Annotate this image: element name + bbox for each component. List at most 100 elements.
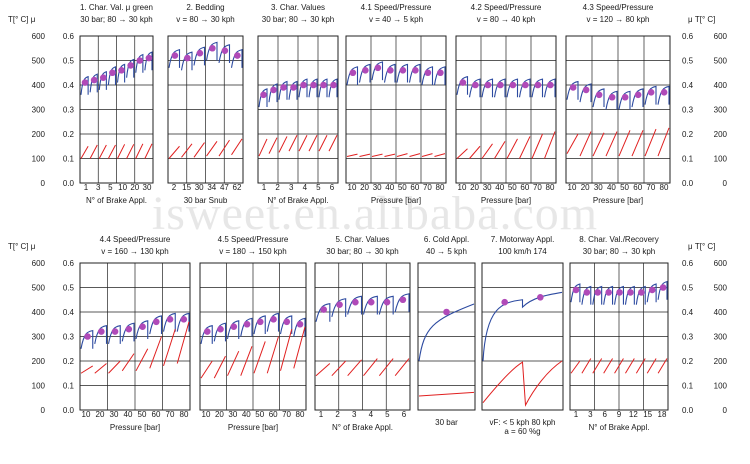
mu-tick-right: 0.2 [682, 130, 694, 139]
temp-tick-right: 400 [714, 81, 728, 90]
temp-tick-right: 500 [714, 284, 728, 293]
mu-marker [217, 325, 224, 333]
x-tick-label: 80 [436, 183, 445, 192]
x-axis-label: Pressure [bar] [481, 196, 531, 205]
x-tick-label: 3 [289, 183, 294, 192]
temperature-curve [418, 391, 475, 397]
x-axis-label: N° of Brake Appl. [86, 196, 147, 205]
x-tick-label: 18 [658, 410, 667, 419]
mu-tick-right: 0.6 [682, 32, 694, 41]
x-tick-label: 4 [303, 183, 308, 192]
mu-marker [659, 284, 667, 291]
panel-subtitle: v = 160 → 130 kph [101, 247, 168, 256]
mu-tick-left: 0.1 [63, 155, 75, 164]
x-axis-label-2: a = 60 %g [504, 427, 540, 436]
temp-tick-left: 400 [32, 308, 46, 317]
x-tick-label: 20 [581, 183, 590, 192]
mu-tick-left: 0.3 [63, 106, 75, 115]
mu-marker [605, 289, 612, 296]
temp-tick-left: 300 [32, 333, 46, 342]
temp-tick-left: 100 [32, 155, 46, 164]
mu-marker [256, 318, 264, 326]
x-tick-label: 4 [369, 410, 374, 419]
x-tick-label: 60 [269, 410, 278, 419]
mu-marker [280, 84, 287, 91]
temperature-curve [258, 135, 338, 157]
mu-curve [200, 312, 306, 344]
x-tick-label: 5 [316, 183, 321, 192]
temp-tick-left: 100 [32, 382, 46, 391]
x-tick-label: 2 [335, 410, 340, 419]
mu-marker [352, 298, 359, 306]
mu-marker [582, 86, 590, 94]
temp-tick-left: 0 [41, 406, 46, 415]
panel-title: 5. Char. Values [335, 235, 389, 244]
temperature-curve [315, 358, 410, 377]
x-tick-label: 60 [410, 183, 419, 192]
panel-title: 2. Bedding [186, 3, 224, 12]
x-tick-label: 50 [255, 410, 264, 419]
temperature-curve [482, 360, 563, 407]
mu-curve [258, 78, 338, 108]
temp-tick-right: 100 [714, 382, 728, 391]
mu-marker [290, 84, 297, 91]
mu-marker [399, 296, 407, 304]
mu-marker [234, 52, 241, 59]
mu-marker [569, 84, 577, 91]
x-tick-label: 50 [138, 410, 147, 419]
mu-tick-right: 0.4 [682, 308, 694, 317]
panel-subtitle: v = 80 → 40 kph [477, 15, 535, 24]
temp-tick-right: 600 [714, 32, 728, 41]
panel-title: 4.4 Speed/Pressure [100, 235, 171, 244]
panel-subtitle: v = 180 → 150 kph [219, 247, 286, 256]
mu-marker [270, 316, 277, 323]
mu-tick-right: 0.5 [682, 284, 694, 293]
temp-tick-right: 500 [714, 57, 728, 66]
panel-subtitle: 40 → 5 kph [426, 247, 467, 256]
mu-marker [136, 57, 144, 64]
mu-marker [180, 316, 188, 323]
mu-tick-left: 0.0 [63, 406, 75, 415]
mu-marker [111, 328, 119, 335]
panel-subtitle: 100 km/h 174 [498, 247, 547, 256]
mu-marker [509, 81, 517, 89]
mu-marker [608, 93, 616, 101]
mu-curve [418, 303, 475, 362]
temperature-curve [200, 326, 306, 379]
temperature-curve [456, 131, 556, 159]
panel-title: 6. Cold Appl. [424, 235, 469, 244]
mu-tick-left: 0.6 [63, 32, 75, 41]
x-tick-label: 6 [402, 410, 407, 419]
mu-marker [296, 320, 304, 328]
x-axis-label: Pressure [bar] [593, 196, 643, 205]
mu-tick-right: 0.1 [682, 155, 694, 164]
mu-marker [594, 289, 602, 296]
mu-marker [243, 320, 251, 328]
x-axis-label: 30 bar [435, 418, 458, 427]
mu-tick-left: 0.2 [63, 130, 75, 139]
mu-marker [84, 333, 91, 340]
left-axis-label: T[° C] μ [8, 15, 36, 24]
mu-marker [349, 69, 357, 77]
x-tick-label: 5 [108, 183, 113, 192]
panel-title: 1. Char. Val. μ green [80, 3, 153, 12]
x-tick-label: 5 [385, 410, 390, 419]
mu-tick-right: 0.1 [682, 382, 694, 391]
mu-marker [367, 298, 375, 306]
x-tick-label: 30 [483, 183, 492, 192]
mu-marker [196, 49, 204, 57]
x-tick-label: 30 [594, 183, 603, 192]
x-tick-label: 50 [398, 183, 407, 192]
mu-marker [616, 289, 623, 296]
x-tick-label: 60 [520, 183, 529, 192]
temp-tick-right: 0 [723, 406, 728, 415]
mu-marker [634, 91, 642, 99]
mu-curve [456, 75, 556, 98]
panel-title: 4.2 Speed/Pressure [471, 3, 542, 12]
x-tick-label: 70 [423, 183, 432, 192]
temp-tick-right: 300 [714, 333, 728, 342]
temp-tick-right: 400 [714, 308, 728, 317]
mu-marker [166, 316, 174, 323]
panel-title: 4.5 Speed/Pressure [218, 235, 289, 244]
